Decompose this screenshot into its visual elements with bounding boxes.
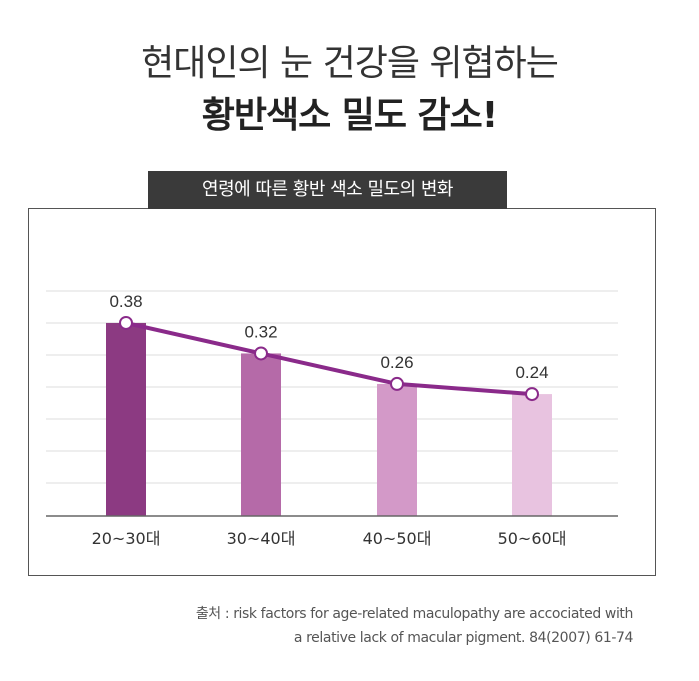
value-label-3: 0.26 — [380, 353, 413, 372]
headline-line-1: 현대인의 눈 건강을 위협하는 — [141, 43, 559, 84]
category-label-3: 40~50대 — [363, 529, 432, 548]
bar-2 — [241, 353, 281, 516]
headline-line-2: 황반색소 밀도 감소! — [201, 95, 498, 136]
category-label-1: 20~30대 — [92, 529, 161, 548]
trend-point-2 — [254, 346, 268, 361]
trend-point-3 — [390, 376, 404, 391]
value-label-1: 0.38 — [109, 292, 142, 311]
source-line-2: a relative lack of macular pigment. 84(2… — [293, 630, 633, 646]
category-label-2: 30~40대 — [227, 529, 296, 548]
chart-title: 연령에 따른 황반 색소 밀도의 변화 — [148, 171, 507, 209]
trend-point-1 — [119, 315, 133, 330]
bar-3 — [377, 383, 417, 516]
bar-1 — [106, 322, 146, 516]
trend-point-4 — [525, 387, 539, 402]
source-line-1: 출처 : risk factors for age-related maculo… — [195, 606, 634, 622]
bar-4 — [512, 394, 552, 516]
trend-line — [125, 321, 533, 397]
value-label-2: 0.32 — [244, 322, 277, 341]
category-label-4: 50~60대 — [498, 529, 567, 548]
value-label-4: 0.24 — [515, 363, 548, 382]
